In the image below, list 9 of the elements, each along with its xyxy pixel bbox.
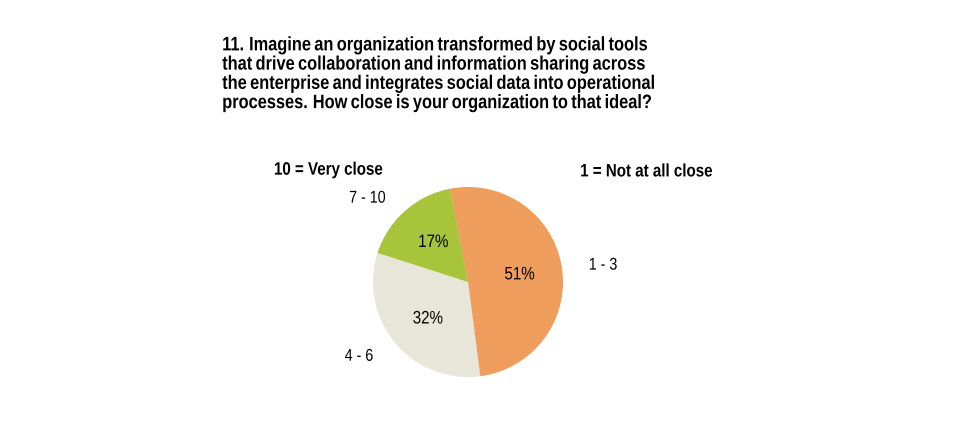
text: 1 = Not at all close: [581, 163, 712, 177]
slice-label: 4 - 6: [344, 348, 373, 361]
slice-label: 1 - 3: [590, 258, 617, 270]
data-label: 17%: [419, 234, 448, 248]
text: 10 = Very close: [274, 162, 382, 178]
chart-title: 11. Imagine an organization transformed by social tools that drive collaboration and information sharing across the enterprise and integrates social data into operational processes. How close is your organization to that ideal?: [222, 36, 654, 112]
slice-label: 7 - 10: [350, 190, 386, 203]
data-label: 51%: [505, 266, 534, 280]
data-label: 32%: [413, 310, 442, 324]
